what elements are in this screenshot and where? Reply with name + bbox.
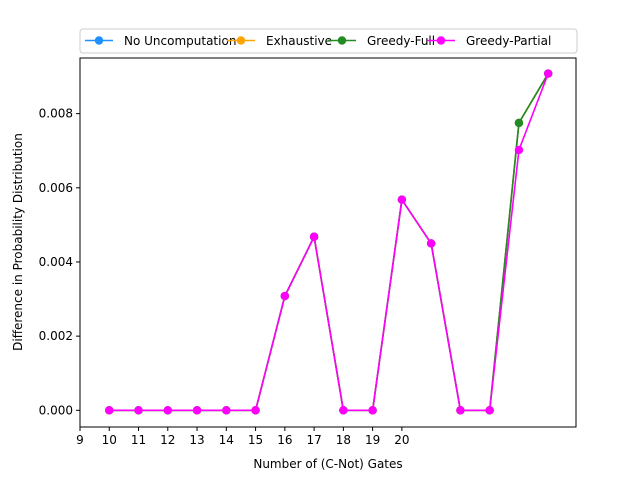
x-tick-label: 19 xyxy=(365,433,380,447)
y-axis-label: Difference in Probability Distribution xyxy=(11,133,25,351)
legend-label-exhaustive: Exhaustive xyxy=(266,34,332,48)
data-point-greedy-partial xyxy=(544,69,553,78)
legend-label-greedy-partial: Greedy-Partial xyxy=(466,34,551,48)
legend: No Uncomputation Exhaustive Greedy-Full Gre… xyxy=(79,28,578,54)
legend-swatch-marker-greedy-partial xyxy=(436,36,446,45)
y-axis: 0.000 0.002 0.004 0.006 0.008 xyxy=(39,107,80,417)
data-point-greedy-partial xyxy=(426,239,436,248)
x-tick-label: 13 xyxy=(189,433,204,447)
data-point-greedy-partial xyxy=(397,195,407,204)
y-tick-label: 0.008 xyxy=(39,107,73,121)
x-tick-label: 12 xyxy=(160,433,175,447)
data-point-greedy-partial xyxy=(192,406,202,415)
x-axis: 9 10 11 12 13 14 15 16 17 18 19 20 xyxy=(76,427,410,447)
axes-frame xyxy=(79,57,577,428)
legend-label-no-uncomputation: No Uncomputation xyxy=(124,34,236,48)
x-axis-label: Number of (C-Not) Gates xyxy=(253,457,402,471)
data-point-greedy-partial xyxy=(339,406,348,415)
x-tick-label: 11 xyxy=(131,433,146,447)
data-point-greedy-partial xyxy=(309,232,319,241)
y-tick-label: 0.002 xyxy=(39,329,73,343)
y-tick-label: 0.006 xyxy=(39,181,73,195)
x-tick-label: 15 xyxy=(248,433,263,447)
x-tick-label: 18 xyxy=(336,433,351,447)
data-point-greedy-full xyxy=(514,118,524,128)
x-tick-label: 16 xyxy=(277,433,292,447)
x-tick-label: 20 xyxy=(394,433,409,447)
data-point-greedy-partial xyxy=(222,406,231,415)
x-tick-label: 17 xyxy=(306,433,321,447)
data-point-greedy-partial xyxy=(105,406,114,415)
data-point-greedy-partial xyxy=(163,406,172,415)
data-point-greedy-partial xyxy=(368,406,377,415)
x-tick-label: 10 xyxy=(102,433,117,447)
plot-area xyxy=(105,69,553,415)
data-point-greedy-partial xyxy=(134,406,143,415)
legend-swatch-marker-greedy-full xyxy=(337,36,347,45)
x-tick-label: 9 xyxy=(76,433,84,447)
data-point-greedy-partial xyxy=(514,145,524,155)
data-point-greedy-partial xyxy=(485,406,494,415)
y-tick-label: 0.000 xyxy=(39,403,73,417)
legend-label-greedy-full: Greedy-Full xyxy=(367,34,435,48)
legend-swatch-marker-exhaustive xyxy=(236,36,246,45)
x-tick-label: 14 xyxy=(219,433,234,447)
data-point-greedy-partial xyxy=(251,406,260,415)
data-point-greedy-partial xyxy=(280,291,290,301)
legend-swatch-marker-no-uncomputation xyxy=(94,36,104,45)
series-line-greedy-partial xyxy=(109,73,549,412)
y-tick-label: 0.004 xyxy=(39,255,73,269)
data-point-greedy-partial xyxy=(456,406,465,415)
